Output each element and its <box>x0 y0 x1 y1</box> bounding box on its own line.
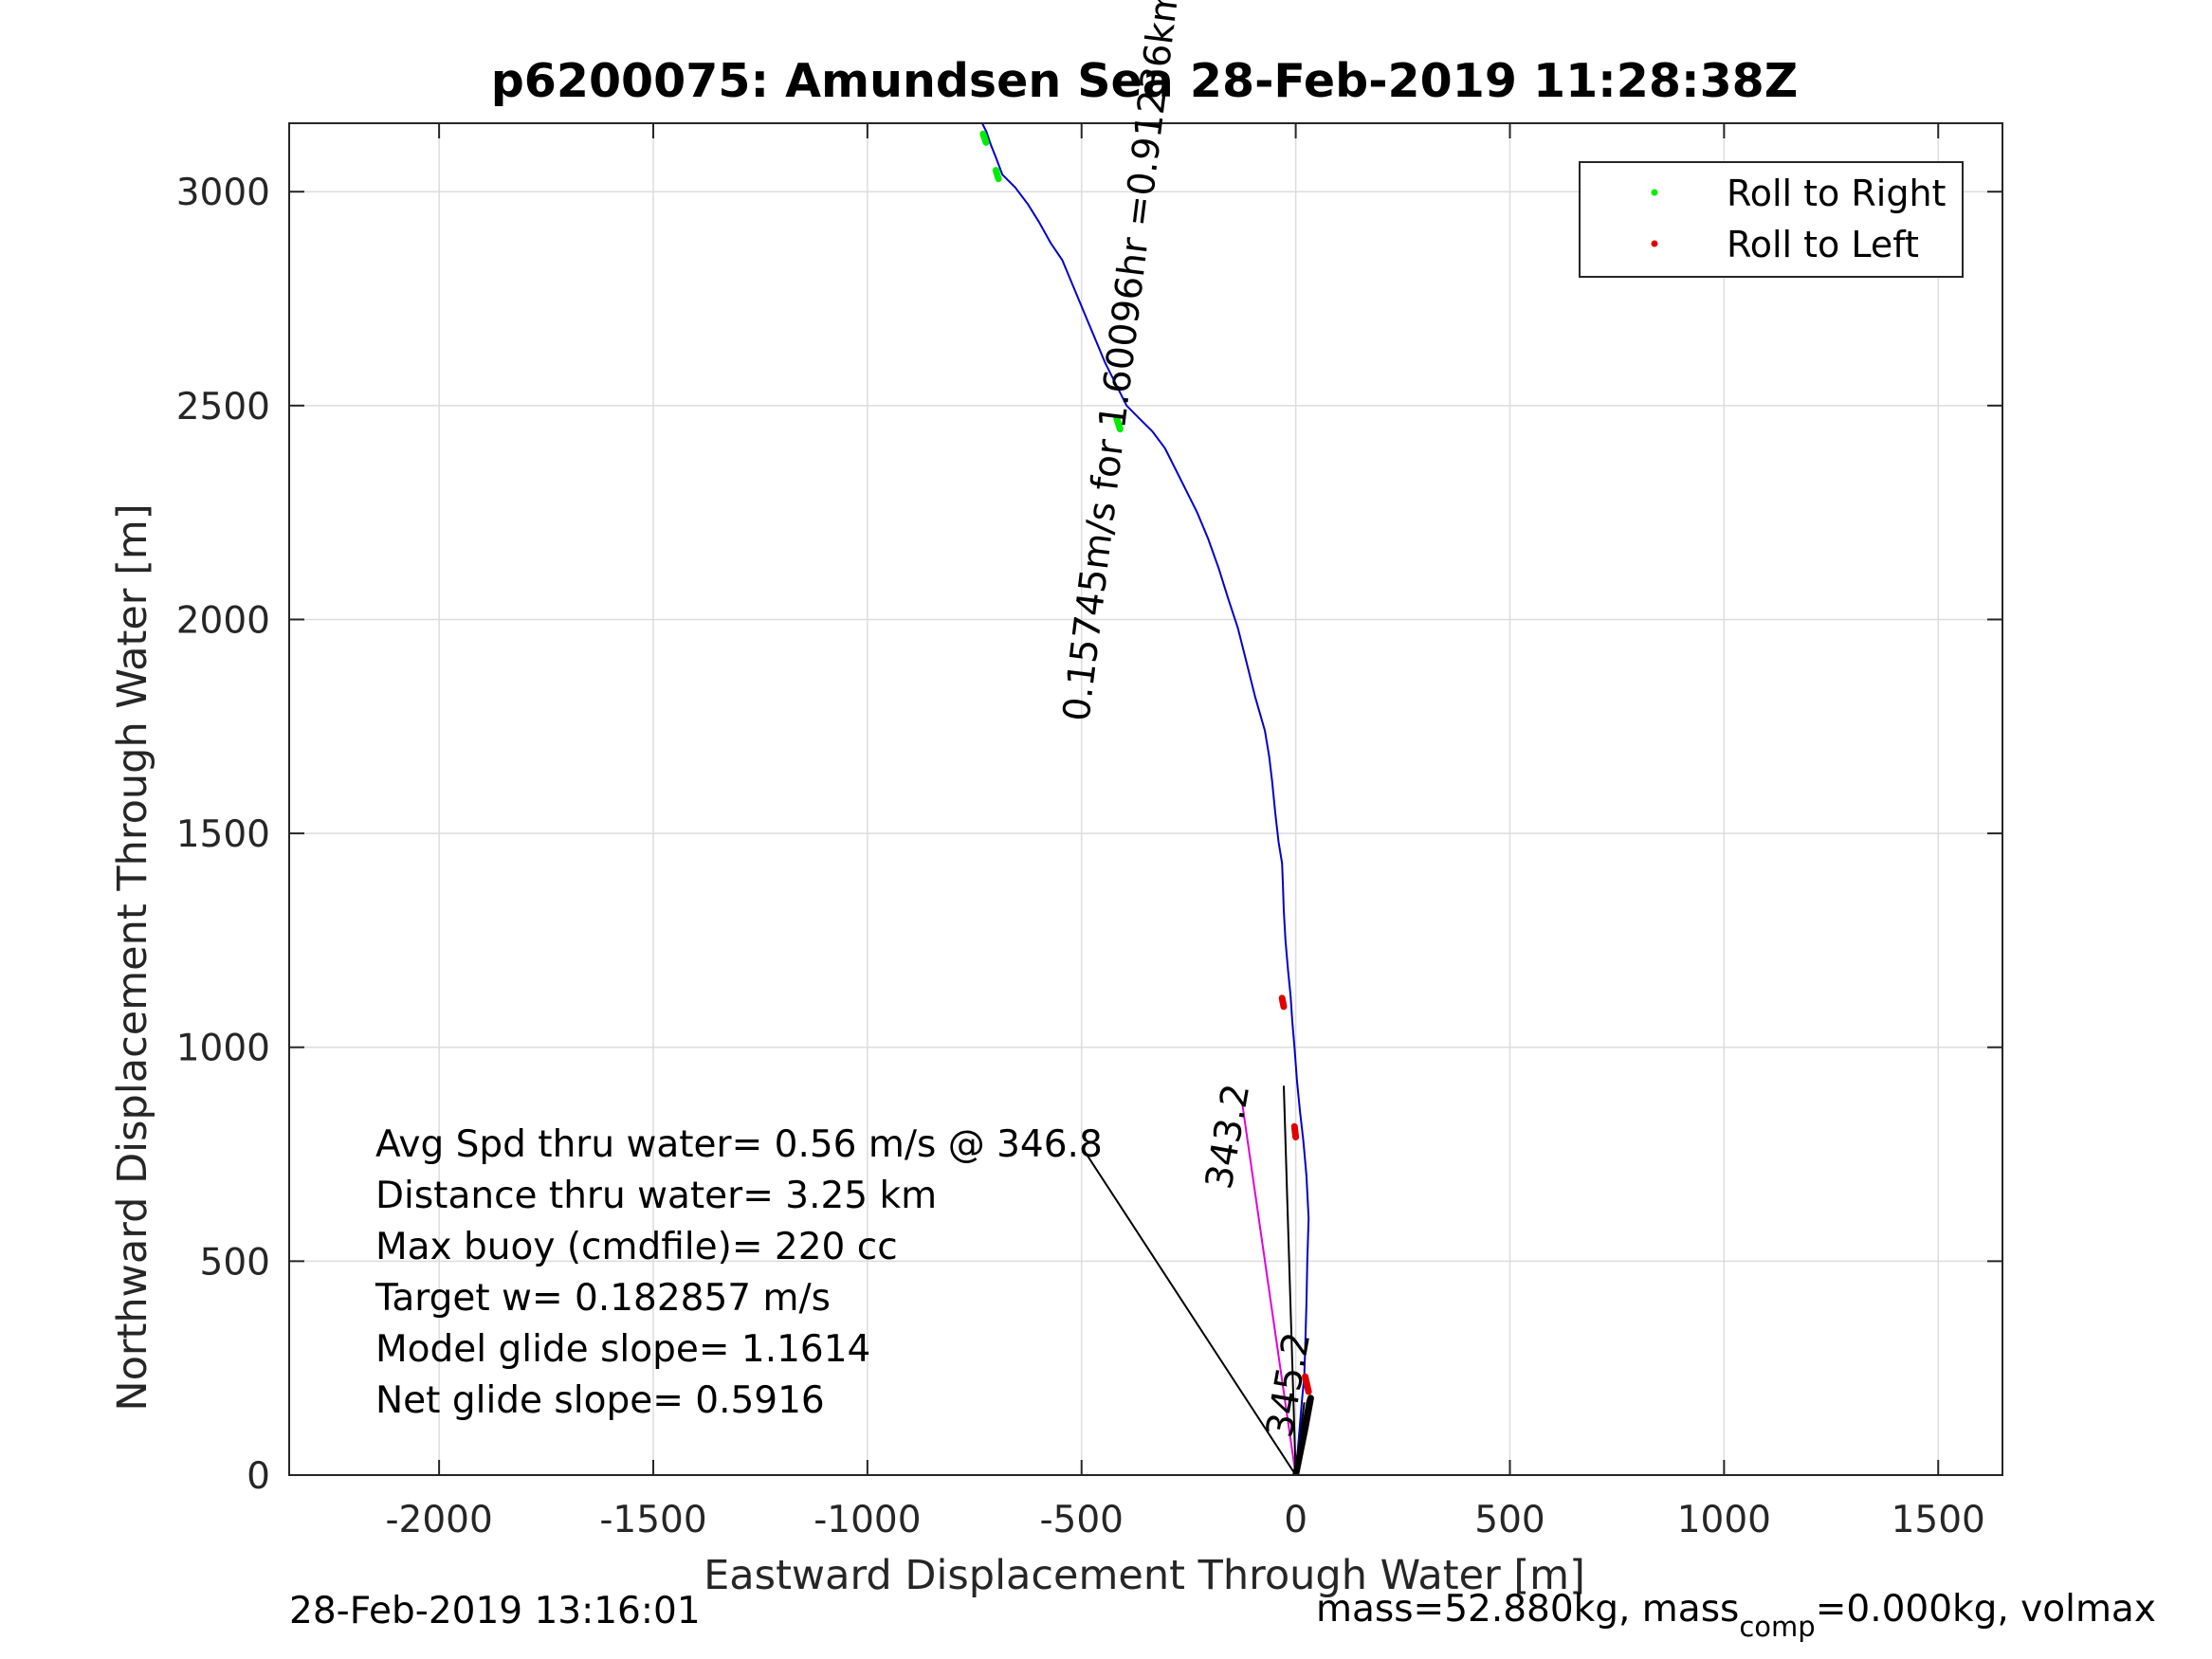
y-tick-label: 3000 <box>176 172 270 214</box>
stat-distance: Distance thru water= 3.25 km <box>375 1175 937 1217</box>
footer-mass-info: mass=52.880kg, masscomp=0.000kg, volmax <box>1316 1588 2156 1643</box>
y-tick-labels: 0 500 1000 1500 2000 2500 3000 <box>176 172 270 1498</box>
footer-timestamp: 28-Feb-2019 13:16:01 <box>289 1590 701 1632</box>
y-tick-label: 2000 <box>176 599 270 642</box>
roll-left-marker <box>1302 1373 1312 1395</box>
roll-left-marker <box>1278 994 1288 1011</box>
footer-mass-suffix: =0.000kg, volmax <box>1816 1588 2156 1631</box>
y-tick-label: 500 <box>200 1241 270 1284</box>
plot-series <box>979 122 1314 1476</box>
legend-marker-roll-left <box>1651 240 1658 247</box>
roll-left-marker <box>1290 1122 1300 1140</box>
x-tick-label: 1500 <box>1892 1499 1985 1541</box>
surface-vector-line <box>1292 1395 1314 1476</box>
footer-mass-sub: comp <box>1739 1611 1815 1643</box>
legend-label-roll-right: Roll to Right <box>1727 173 1946 214</box>
y-tick-label: 1000 <box>176 1028 270 1070</box>
roll-right-marker <box>979 130 990 146</box>
glider-track-line <box>981 122 1310 1476</box>
x-tick-label: 1000 <box>1677 1499 1771 1541</box>
y-tick-label: 1500 <box>176 813 270 856</box>
y-tick-label: 2500 <box>176 386 270 428</box>
legend-label-roll-left: Roll to Left <box>1727 224 1919 265</box>
drift-label-hours: 1.60096 <box>1091 274 1152 431</box>
stat-avg-speed: Avg Spd thru water= 0.56 m/s @ 346.8 <box>375 1123 1103 1166</box>
stat-net-glide: Net glide slope= 0.5916 <box>375 1379 825 1422</box>
roll-right-marker <box>1113 414 1124 433</box>
drift-label-speed: 0.15745m/s for <box>1055 426 1134 723</box>
x-tick-label: -1000 <box>814 1499 921 1541</box>
y-tick-label: 0 <box>247 1455 270 1498</box>
legend: Roll to Right Roll to Left <box>1579 161 1964 278</box>
heading-label-b: 343.2 <box>1198 1081 1259 1193</box>
drift-line <box>1241 1103 1297 1476</box>
drift-label: 0.15745m/s for 1.60096hr =0.91236km <box>1055 0 1188 723</box>
x-tick-label: -500 <box>1039 1499 1124 1541</box>
drift-annotations: 0.15745m/s for 1.60096hr =0.91236km 345.… <box>1055 0 1319 1441</box>
axes-box <box>288 122 2003 1476</box>
x-axis-label: Eastward Displacement Through Water [m] <box>704 1552 1585 1599</box>
legend-marker-roll-right <box>1651 189 1658 196</box>
legend-box <box>1579 161 1964 278</box>
drift-label-distance: hr =0.91236km <box>1110 0 1188 279</box>
stat-max-buoy: Max buoy (cmdfile)= 220 cc <box>375 1226 898 1268</box>
roll-right-marker <box>992 167 1002 183</box>
stat-model-glide: Model glide slope= 1.1614 <box>375 1328 870 1371</box>
x-tick-label: 0 <box>1284 1499 1307 1541</box>
chart-title: p6200075: Amundsen Sea 28-Feb-2019 11:28… <box>491 54 1799 108</box>
x-tick-label: -2000 <box>385 1499 492 1541</box>
heading-label-a: 345.2 <box>1259 1329 1320 1441</box>
stat-target-w: Target w= 0.182857 m/s <box>375 1277 831 1320</box>
x-tick-labels: -2000 -1500 -1000 -500 0 500 1000 1500 <box>385 1499 1984 1541</box>
y-axis-label: Northward Displacement Through Water [m] <box>109 503 156 1411</box>
x-tick-label: 500 <box>1474 1499 1545 1541</box>
stats-block: Avg Spd thru water= 0.56 m/s @ 346.8 Dis… <box>375 1123 1103 1422</box>
x-tick-label: -1500 <box>599 1499 706 1541</box>
footer-mass-prefix: mass=52.880kg, mass <box>1316 1588 1739 1631</box>
